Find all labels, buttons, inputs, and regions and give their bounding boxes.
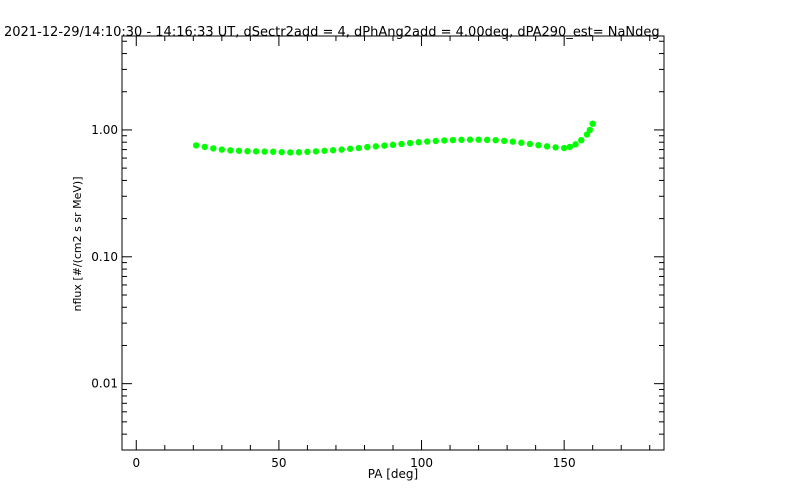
data-point <box>586 126 594 134</box>
data-point <box>583 131 591 138</box>
data-point <box>406 139 414 147</box>
data-point <box>261 148 268 155</box>
data-point <box>218 146 226 153</box>
data-point <box>466 136 474 143</box>
data-point <box>566 143 574 151</box>
data-point <box>572 141 579 148</box>
x-tick-label: 0 <box>132 456 140 470</box>
x-tick-label: 50 <box>271 456 286 470</box>
data-point <box>552 144 559 151</box>
plot-axes <box>121 35 665 451</box>
data-point <box>210 145 217 152</box>
data-point <box>560 144 568 152</box>
y-tick-label: 0.10 <box>91 250 118 264</box>
data-point <box>329 147 337 154</box>
x-axis-label: PA [deg] <box>368 467 418 481</box>
data-point <box>312 148 320 155</box>
data-point <box>543 143 551 150</box>
data-point <box>381 142 388 149</box>
axis-ticks: 0 50 100 150 0.01 0.10 1.00 <box>91 36 664 470</box>
data-point <box>535 141 542 149</box>
data-point <box>287 149 294 156</box>
data-point <box>227 147 234 154</box>
data-point <box>518 139 525 146</box>
data-point <box>398 140 405 148</box>
data-point <box>201 143 208 151</box>
data-point <box>338 146 345 153</box>
data-point <box>355 144 362 152</box>
data-point <box>244 147 251 155</box>
data-point <box>458 136 465 143</box>
data-point <box>589 120 596 127</box>
data-point <box>578 136 585 144</box>
chart-title: 2021-12-29/14:10:30 - 14:16:33 UT, dSect… <box>4 25 660 40</box>
data-point <box>364 143 371 151</box>
data-point <box>501 137 508 145</box>
data-point <box>252 148 260 155</box>
y-axis-label: nflux [#/(cm2 s sr MeV)] <box>71 177 84 312</box>
data-point <box>347 145 354 152</box>
x-tick-label: 100 <box>410 456 433 470</box>
data-point <box>475 136 482 143</box>
data-point <box>192 142 200 149</box>
data-point <box>321 147 328 154</box>
data-point <box>424 138 431 145</box>
y-tick-label: 0.01 <box>91 377 118 391</box>
data-point <box>432 137 439 145</box>
data-point <box>415 139 422 146</box>
data-point <box>372 143 380 150</box>
x-tick-label: 150 <box>553 456 576 470</box>
data-point <box>304 148 311 156</box>
data-point <box>235 147 243 154</box>
y-tick-label: 1.00 <box>91 123 118 137</box>
data-point <box>389 141 397 149</box>
data-point <box>483 136 491 144</box>
data-point <box>269 148 277 155</box>
data-point <box>441 137 448 144</box>
data-point <box>278 148 285 156</box>
data-point <box>526 140 534 148</box>
data-points <box>192 120 596 156</box>
data-point <box>295 149 303 156</box>
data-point <box>492 136 499 144</box>
data-point <box>449 136 457 144</box>
plot-frame <box>121 35 665 451</box>
data-point <box>509 138 517 145</box>
